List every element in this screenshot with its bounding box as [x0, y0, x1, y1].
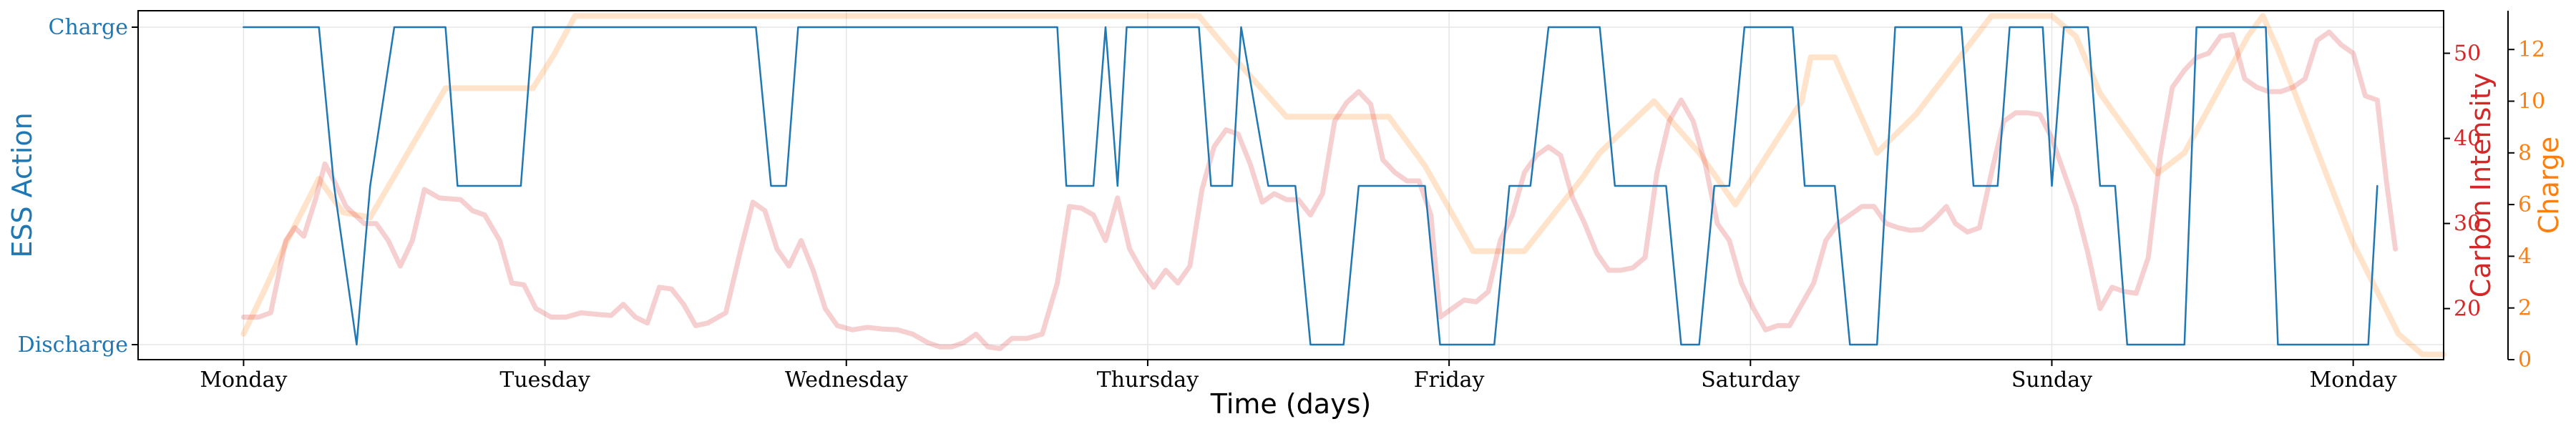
x-axis-title: Time (days) — [1210, 388, 1371, 420]
charge-tick-label: 6 — [2518, 192, 2532, 217]
left-axis-title: ESS Action — [6, 112, 38, 257]
carbon-intensity-line — [240, 29, 2399, 351]
charge-tick-label: 10 — [2518, 89, 2545, 114]
carbon-intensity-tick-label: 40 — [2454, 127, 2481, 152]
charge-axis-title: Charge — [2533, 137, 2565, 234]
ess-action-line — [243, 26, 2379, 346]
axes-layer: Monday Tuesday Wednesday Thursday Friday Satu… — [18, 11, 2545, 393]
x-tick-label: Monday — [200, 368, 287, 393]
x-tick-label: Monday — [2310, 368, 2397, 393]
carbon-intensity-tick-label: 30 — [2454, 212, 2481, 237]
charge-tick-label: 12 — [2518, 37, 2545, 62]
charge-tick-label: 0 — [2518, 347, 2532, 373]
series-layer — [240, 13, 2446, 358]
left-tick-label: Discharge — [18, 332, 128, 358]
x-tick-label: Friday — [1414, 368, 1485, 393]
x-tick-label: Wednesday — [785, 368, 908, 393]
charge-tick-label: 4 — [2518, 244, 2532, 269]
carbon-intensity-tick-label: 20 — [2454, 297, 2481, 322]
x-tick-label: Thursday — [1097, 368, 1199, 393]
carbon-intensity-axis-title: Carbon Intensity — [2465, 73, 2497, 297]
charge-tick-label: 8 — [2518, 141, 2532, 166]
carbon-intensity-tick-label: 50 — [2454, 41, 2481, 66]
charge-line — [240, 13, 2446, 358]
x-tick-label: Sunday — [2011, 368, 2092, 393]
grid-lines — [138, 11, 2444, 360]
x-tick-label: Tuesday — [499, 368, 590, 393]
x-tick-label: Saturday — [1701, 368, 1800, 393]
charge-tick-label: 2 — [2518, 296, 2532, 321]
left-tick-label: Charge — [49, 15, 128, 40]
